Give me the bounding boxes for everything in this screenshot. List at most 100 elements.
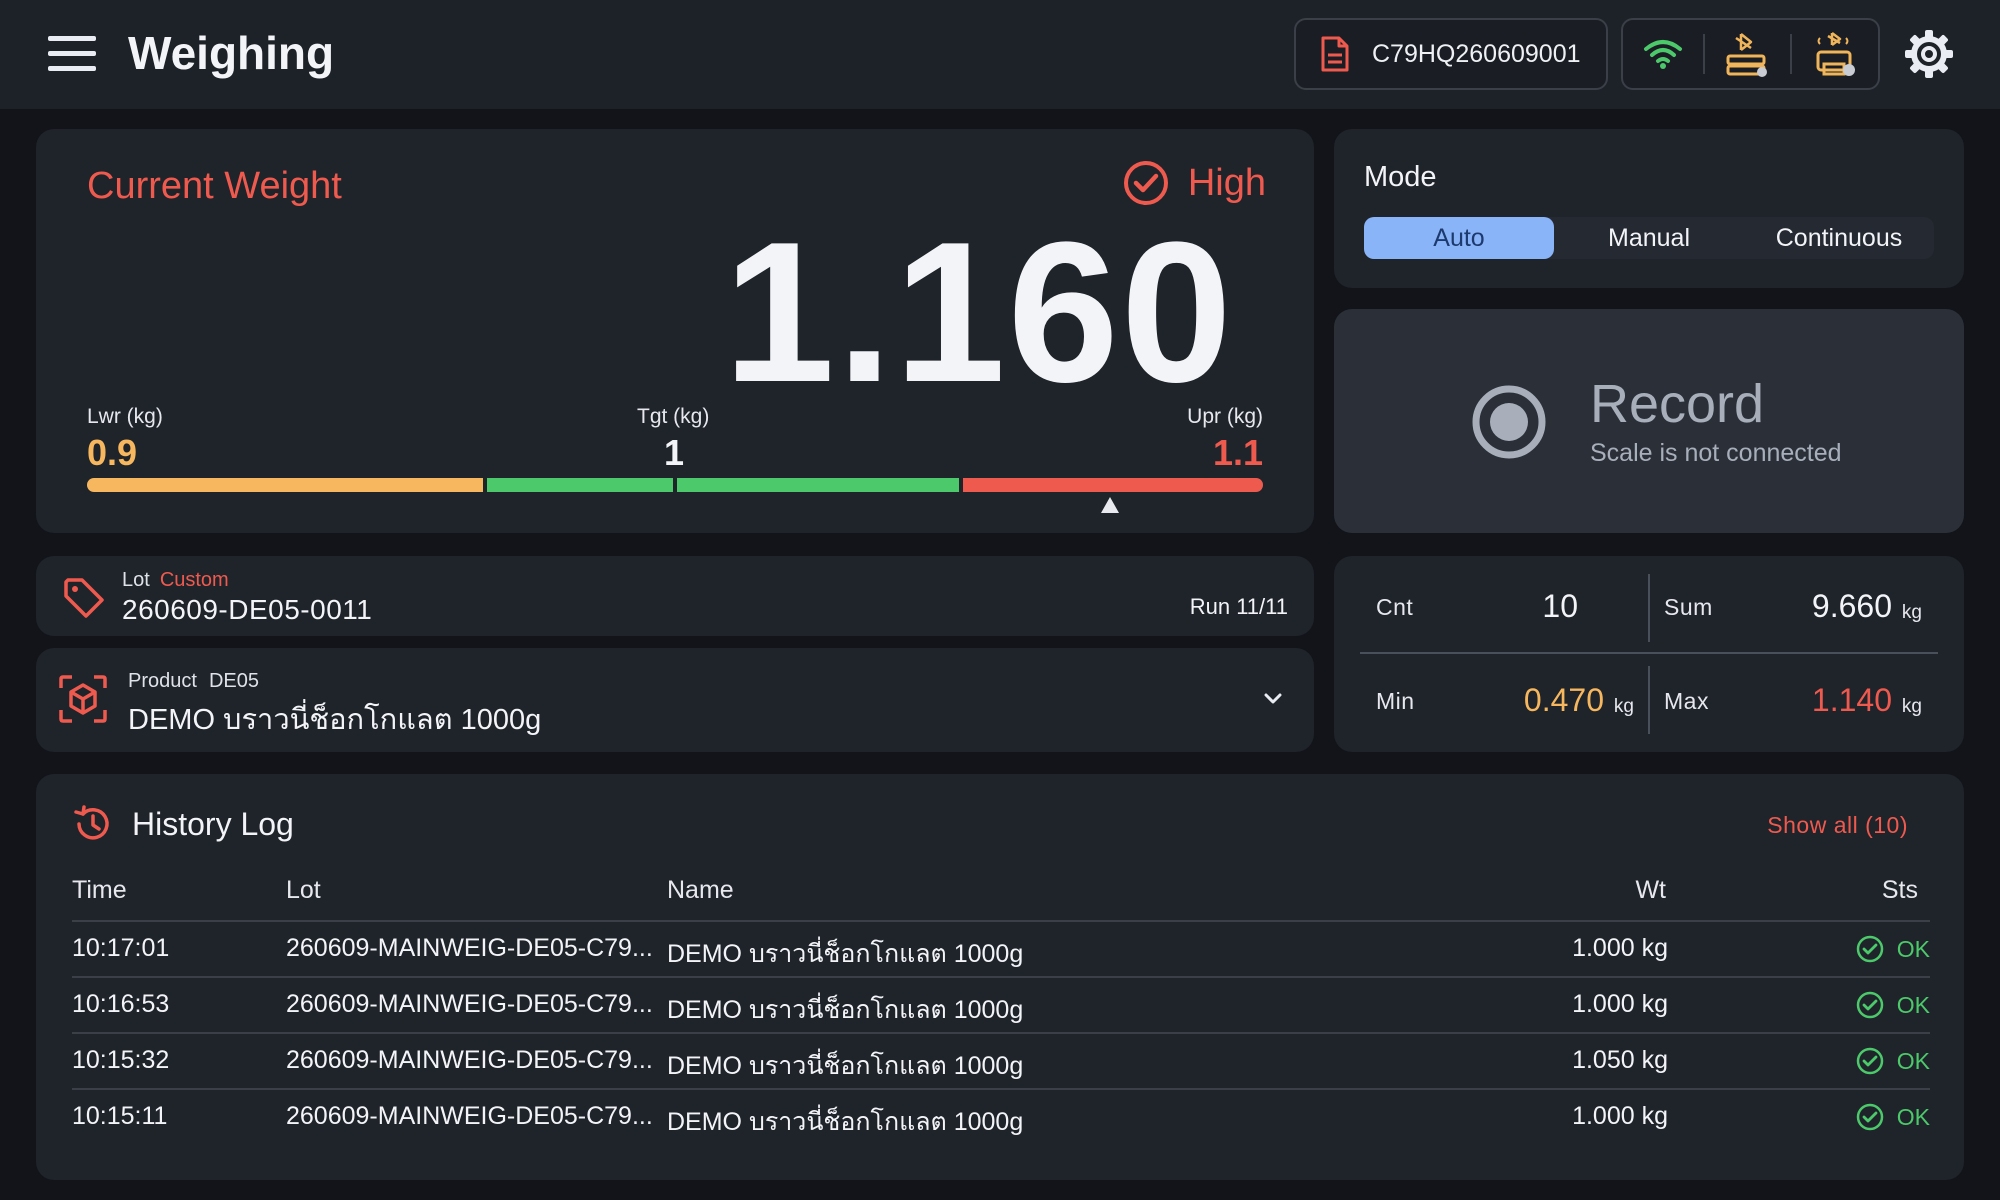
row-lot: 260609-MAINWEIG-DE05-C79... — [286, 990, 653, 1018]
lot-label-text: Lot — [122, 569, 150, 591]
mode-continuous-option[interactable]: Continuous — [1775, 223, 1903, 252]
row-status-label: OK — [1896, 935, 1930, 962]
column-header-weight: Wt — [1635, 876, 1666, 904]
product-label: Product DE05 — [128, 670, 259, 693]
row-time: 10:16:53 — [72, 990, 170, 1018]
max-label: Max — [1664, 688, 1709, 714]
row-name: DEMO บราวนี่ช็อกโกแลต 1000g — [667, 996, 1024, 1024]
document-icon — [1321, 36, 1349, 72]
chevron-down-icon[interactable] — [1260, 686, 1286, 712]
check-circle-icon — [1856, 991, 1884, 1019]
check-circle-icon — [1856, 935, 1884, 963]
bluetooth-scale-icon[interactable] — [1724, 30, 1770, 78]
lot-label: Lot Custom — [122, 569, 229, 592]
status-divider — [1702, 34, 1705, 74]
current-weight-card: Current Weight High 1.160 Lwr (kg) 0.9 T… — [36, 129, 1314, 533]
row-time: 10:15:32 — [72, 1046, 170, 1074]
sum-unit: kg — [1901, 602, 1922, 623]
product-name: DEMO บราวนี่ช็อกโกแลต 1000g — [128, 704, 542, 736]
lower-limit-label: Lwr (kg) — [87, 405, 163, 428]
run-counter: Run 11/11 — [1189, 594, 1288, 619]
show-all-link[interactable]: Show all (10) — [1767, 812, 1908, 838]
min-value: 0.470 — [1523, 682, 1604, 718]
table-row[interactable]: 10:15:32 260609-MAINWEIG-DE05-C79... DEM… — [72, 1032, 1930, 1088]
row-weight: 1.000 kg — [1572, 934, 1668, 962]
record-icon — [1472, 385, 1546, 459]
row-name: DEMO บราวนี่ช็อกโกแลต 1000g — [667, 1108, 1024, 1136]
row-status: OK — [1855, 1102, 1930, 1132]
record-button[interactable]: Record Scale is not connected — [1334, 309, 1964, 533]
lower-limit-value: 0.9 — [87, 432, 138, 473]
row-status: OK — [1855, 990, 1930, 1020]
table-row[interactable]: 10:15:11 260609-MAINWEIG-DE05-C79... DEM… — [72, 1088, 1930, 1144]
column-header-status: Sts — [1881, 876, 1918, 904]
table-row[interactable]: 10:17:01 260609-MAINWEIG-DE05-C79... DEM… — [72, 920, 1930, 976]
under-zone — [87, 478, 483, 492]
stats-divider-horizontal — [1360, 652, 1938, 654]
row-weight: 1.000 kg — [1572, 990, 1668, 1018]
row-name: DEMO บราวนี่ช็อกโกแลต 1000g — [667, 940, 1024, 968]
product-code: DE05 — [208, 670, 259, 692]
top-bar: Weighing C79HQ260609001 — [0, 0, 2000, 109]
bluetooth-printer-icon[interactable] — [1812, 30, 1858, 78]
connection-status — [1621, 18, 1880, 90]
row-status: OK — [1855, 1046, 1930, 1076]
sum-value: 9.660 — [1811, 588, 1892, 624]
history-icon — [74, 805, 109, 840]
count-value: 10 — [1542, 588, 1578, 624]
target-value: 1 — [664, 432, 685, 473]
column-header-time: Time — [72, 876, 127, 904]
min-label: Min — [1376, 688, 1415, 714]
status-divider — [1790, 34, 1793, 74]
lot-card[interactable]: Lot Custom 260609-DE05-0011 Run 11/11 — [36, 556, 1314, 636]
row-name: DEMO บราวนี่ช็อกโกแลต 1000g — [667, 1052, 1024, 1080]
record-subtitle: Scale is not connected — [1590, 439, 1842, 467]
check-circle-icon — [1123, 161, 1168, 205]
upper-limit-value: 1.1 — [1212, 432, 1263, 473]
max-unit: kg — [1901, 696, 1922, 717]
mode-title: Mode — [1364, 161, 1437, 193]
upper-limit-label: Upr (kg) — [1187, 405, 1263, 428]
max-value: 1.140 — [1811, 682, 1892, 718]
menu-icon[interactable] — [48, 36, 96, 72]
settings-gear-icon[interactable] — [1904, 29, 1954, 79]
min-unit: kg — [1613, 696, 1634, 717]
page-title: Weighing — [128, 27, 335, 79]
mode-card: Mode Auto Manual Continuous — [1334, 129, 1964, 288]
mode-manual-option[interactable]: Manual — [1608, 223, 1690, 252]
weight-value: 1.160 — [723, 201, 1234, 424]
row-lot: 260609-MAINWEIG-DE05-C79... — [286, 1102, 653, 1130]
target-label: Tgt (kg) — [637, 405, 710, 428]
history-log-title: History Log — [132, 806, 294, 842]
document-id: C79HQ260609001 — [1372, 39, 1581, 68]
product-selector[interactable]: Product DE05 DEMO บราวนี่ช็อกโกแลต 1000g — [36, 648, 1314, 752]
row-status-label: OK — [1896, 1047, 1930, 1074]
document-selector[interactable]: C79HQ260609001 — [1294, 18, 1608, 90]
current-weight-title: Current Weight — [87, 165, 342, 207]
ok-zone-upper — [677, 478, 959, 492]
stats-divider — [1648, 666, 1650, 734]
column-header-lot: Lot — [286, 876, 321, 904]
table-row[interactable]: 10:16:53 260609-MAINWEIG-DE05-C79... DEM… — [72, 976, 1930, 1032]
lot-tag: Custom — [159, 569, 229, 591]
row-lot: 260609-MAINWEIG-DE05-C79... — [286, 934, 653, 962]
mode-selector: Auto Manual Continuous — [1364, 217, 1934, 259]
history-log-card: History Log Show all (10) Time Lot Name … — [36, 774, 1964, 1180]
stats-card: Cnt 10 Sum 9.660 kg Min 0.470 kg Max 1.1… — [1334, 556, 1964, 752]
lot-value: 260609-DE05-0011 — [122, 594, 373, 625]
row-weight: 1.050 kg — [1572, 1046, 1668, 1074]
ok-zone-lower — [487, 478, 673, 492]
row-weight: 1.000 kg — [1572, 1102, 1668, 1130]
product-box-icon — [59, 675, 107, 723]
record-title: Record — [1590, 374, 1765, 434]
weight-status-label: High — [1187, 161, 1266, 204]
check-circle-icon — [1856, 1103, 1884, 1131]
check-circle-icon — [1856, 1047, 1884, 1075]
wifi-icon[interactable] — [1643, 38, 1683, 70]
count-label: Cnt — [1376, 594, 1414, 620]
weight-status: High — [1122, 159, 1266, 207]
tag-icon — [64, 578, 104, 618]
row-time: 10:17:01 — [72, 934, 170, 962]
product-label-text: Product — [128, 670, 197, 692]
mode-auto-option[interactable]: Auto — [1364, 217, 1554, 259]
